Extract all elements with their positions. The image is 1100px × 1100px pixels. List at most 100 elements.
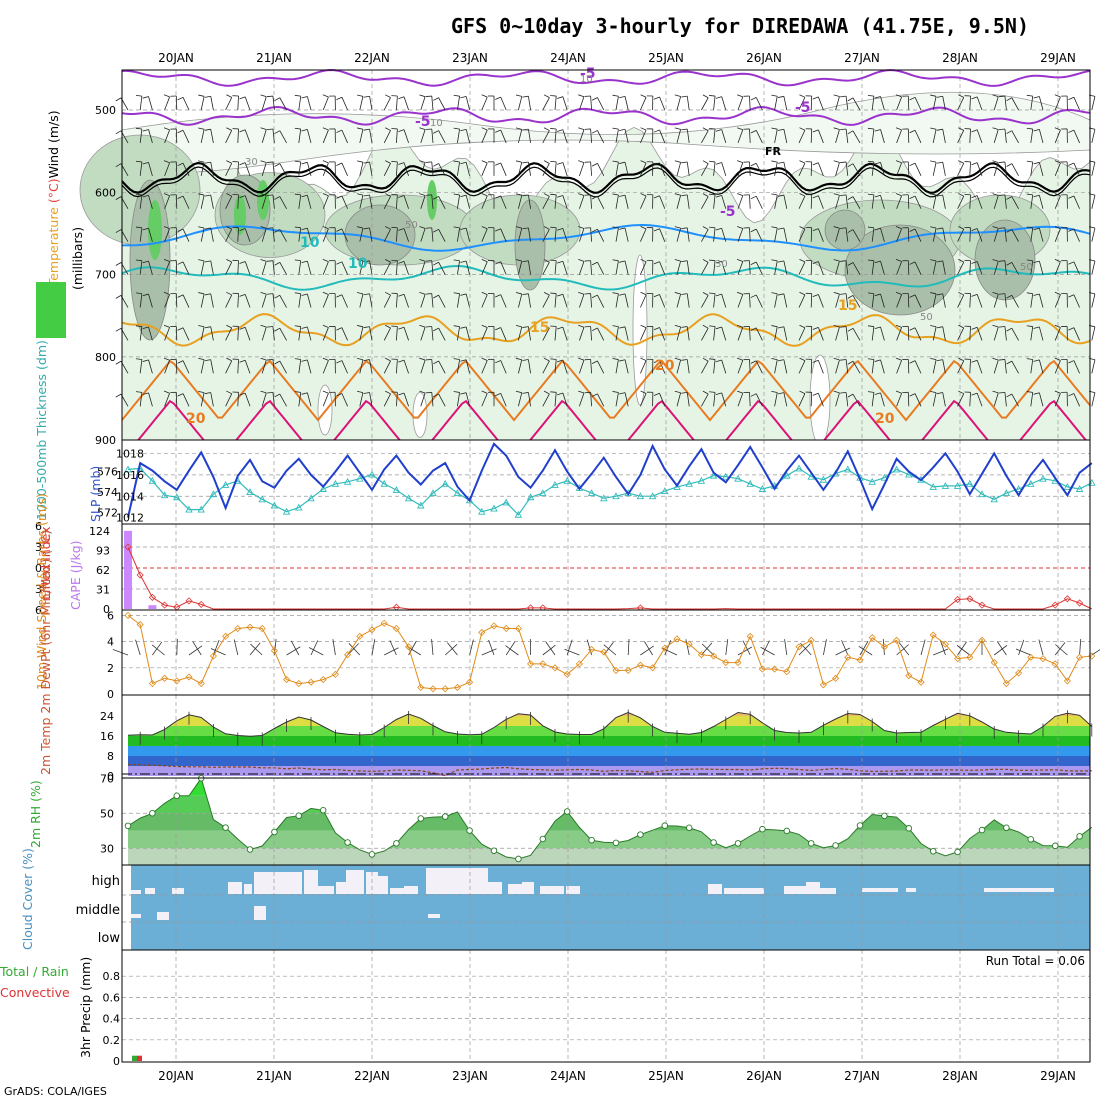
wind-barb	[659, 162, 666, 176]
wind-barb-flag	[177, 294, 184, 298]
wind-barb	[845, 128, 849, 143]
wind-barb-flag	[681, 260, 688, 262]
wind-barb	[942, 194, 946, 209]
wind-barb-flag	[674, 292, 681, 295]
wind-barb-flag	[874, 326, 881, 330]
wind10-marker	[856, 656, 864, 664]
wind-barb-flag	[398, 228, 405, 231]
ylabel-word: (°C)	[46, 178, 61, 207]
wind-barb-flag	[550, 391, 557, 393]
li-ytick: 3	[35, 541, 42, 554]
wind10-marker	[1027, 653, 1035, 661]
wind-barb-flag	[163, 127, 170, 131]
rh2m-marker	[319, 807, 327, 814]
wind-barb	[737, 129, 744, 144]
wind-barb	[1004, 96, 1007, 111]
wind-barb-flag	[737, 259, 743, 262]
wind-barb	[359, 260, 364, 275]
wind-barb	[624, 195, 629, 209]
wind-barb-flag	[522, 227, 529, 230]
wind-barb-flag	[847, 130, 854, 135]
wind-barb-flag	[515, 259, 522, 262]
wind-barb	[590, 128, 592, 143]
wind-barb-flag	[702, 259, 709, 263]
wind-barb	[562, 261, 568, 275]
wind-barb-flag	[453, 292, 460, 295]
wind10-barb	[542, 644, 556, 656]
wind-barb-flag	[198, 259, 205, 262]
wind-barb	[481, 96, 488, 111]
date-label-bottom: 22JAN	[354, 1069, 390, 1083]
wind-barb	[369, 96, 373, 111]
wind-barb	[420, 359, 426, 374]
temp-label: 2m Temp 2m DewPt (6hr Min/Max) (°C)	[38, 530, 53, 775]
wind-barb-flag	[495, 393, 501, 397]
date-label-top: 21JAN	[256, 51, 292, 65]
date-label-top: 27JAN	[844, 51, 880, 65]
wind-barb	[957, 327, 965, 341]
wind-barb	[465, 129, 470, 144]
wind-barb	[835, 293, 840, 308]
wind-barb	[562, 359, 568, 374]
contour-label: 15	[530, 320, 549, 336]
wind-barb	[481, 393, 488, 407]
wind10-marker	[295, 679, 303, 688]
wind-barb-flag	[874, 293, 881, 297]
wind-barb	[481, 327, 488, 341]
wind-barb	[993, 129, 999, 144]
wind-barb-flag	[771, 358, 778, 361]
li-label: Lifted Index	[38, 526, 53, 600]
wind-barb	[845, 326, 849, 341]
wind-barb-flag	[385, 259, 391, 263]
wind-barb	[420, 228, 426, 242]
wind-barb	[701, 163, 709, 177]
wind-barb-flag	[895, 357, 902, 361]
wind10-marker	[148, 679, 156, 688]
wind-barb	[182, 195, 190, 209]
wind-barb-flag	[357, 325, 364, 328]
wind-barb-flag	[115, 262, 122, 266]
wind-barb-flag	[460, 161, 467, 165]
wind-barb	[528, 227, 531, 242]
wind-barb-flag	[419, 324, 426, 328]
wind-barb-flag	[1006, 130, 1013, 134]
wind-barb	[686, 227, 690, 242]
wind-barb	[306, 359, 312, 374]
wind-barb	[942, 129, 946, 143]
precip-ytick: 0.4	[103, 1013, 121, 1026]
wind10-marker	[563, 670, 571, 678]
wind-barb	[554, 260, 557, 275]
wind-barb	[1038, 195, 1044, 209]
wind-barb	[420, 162, 426, 176]
wind-barb	[852, 97, 861, 111]
wind-barb	[164, 228, 170, 242]
wind-barb-flag	[135, 94, 142, 97]
wind-barb	[237, 326, 239, 341]
wind-barb	[659, 261, 666, 275]
upper-yunit: (millibars)	[70, 227, 85, 290]
rh-dry-hole	[632, 254, 648, 406]
wind-barb	[359, 129, 364, 144]
wind-barb	[615, 326, 619, 341]
wind-barb	[306, 228, 312, 242]
cloud-gap-high	[724, 888, 764, 894]
wind-barb	[721, 96, 727, 111]
wind-barb	[624, 227, 629, 242]
rh2m-marker	[905, 825, 913, 832]
wind-barb-flag	[266, 161, 273, 163]
wind-barb-flag	[833, 357, 840, 361]
rh-blob-70	[234, 195, 246, 235]
wind-barb-flag	[260, 94, 267, 97]
wind-barb	[562, 162, 568, 176]
wind-barb	[542, 196, 550, 209]
wind-barb-flag	[515, 160, 522, 163]
wind-barb-flag	[385, 94, 391, 98]
wind10-marker	[502, 624, 510, 633]
wind-barb-flag	[239, 228, 246, 231]
wind-barb-flag	[419, 390, 426, 394]
wind-barb-flag	[992, 291, 999, 295]
wind-barb-flag	[591, 294, 598, 299]
date-label-bottom: 24JAN	[550, 1069, 586, 1083]
slp-ylabel-left: 1000-500mb Thickness (dm)	[34, 340, 49, 520]
wind-barb	[359, 293, 364, 308]
